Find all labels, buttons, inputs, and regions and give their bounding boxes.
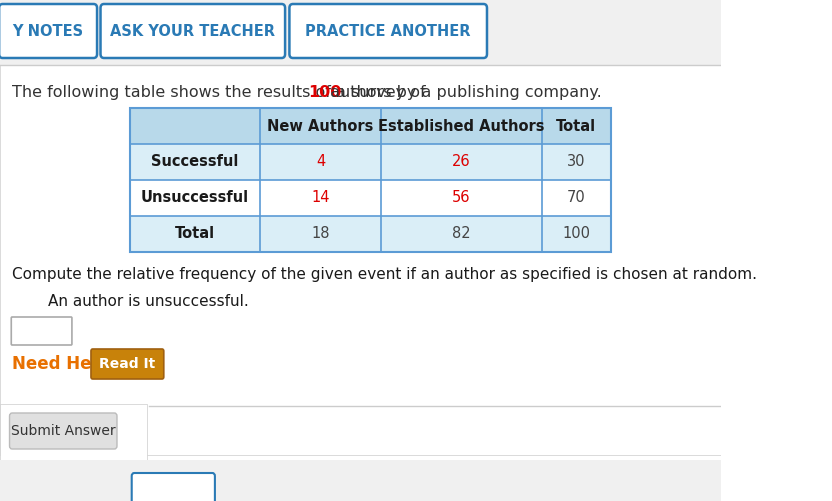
Text: An author is unsuccessful.: An author is unsuccessful. xyxy=(47,295,249,310)
Text: Unsuccessful: Unsuccessful xyxy=(141,190,249,205)
Text: 14: 14 xyxy=(311,190,329,205)
Text: Compute the relative frequency of the given event if an author as specified is c: Compute the relative frequency of the gi… xyxy=(12,267,757,282)
Text: 4: 4 xyxy=(316,154,325,169)
Text: 18: 18 xyxy=(311,226,329,241)
Bar xyxy=(130,180,611,216)
Bar xyxy=(0,404,147,501)
Text: 100: 100 xyxy=(562,226,590,241)
Bar xyxy=(130,216,611,252)
Text: ASK YOUR TEACHER: ASK YOUR TEACHER xyxy=(111,24,275,39)
Text: Y NOTES: Y NOTES xyxy=(12,24,84,39)
Text: Total: Total xyxy=(556,119,597,133)
FancyBboxPatch shape xyxy=(101,4,285,58)
Bar xyxy=(130,108,611,252)
Text: PRACTICE ANOTHER: PRACTICE ANOTHER xyxy=(305,24,471,39)
FancyBboxPatch shape xyxy=(91,349,164,379)
Text: New Authors: New Authors xyxy=(267,119,374,133)
Text: Submit Answer: Submit Answer xyxy=(11,424,116,438)
Text: Established Authors: Established Authors xyxy=(379,119,545,133)
Text: 70: 70 xyxy=(567,190,586,205)
Text: 56: 56 xyxy=(452,190,471,205)
Bar xyxy=(130,108,611,144)
Text: Need Help?: Need Help? xyxy=(12,355,119,373)
Bar xyxy=(0,0,721,65)
Text: Read It: Read It xyxy=(99,357,156,371)
Bar xyxy=(0,65,721,455)
Text: 26: 26 xyxy=(452,154,471,169)
Text: 82: 82 xyxy=(452,226,471,241)
FancyBboxPatch shape xyxy=(12,317,72,345)
Text: 30: 30 xyxy=(567,154,586,169)
FancyBboxPatch shape xyxy=(9,413,117,449)
FancyBboxPatch shape xyxy=(0,4,97,58)
Bar xyxy=(0,460,721,501)
Bar xyxy=(130,144,611,180)
Text: Total: Total xyxy=(175,226,215,241)
FancyBboxPatch shape xyxy=(131,473,215,501)
Text: authors by a publishing company.: authors by a publishing company. xyxy=(325,85,602,100)
Text: The following table shows the results of a survey of: The following table shows the results of… xyxy=(12,85,431,100)
FancyBboxPatch shape xyxy=(290,4,487,58)
Text: Successful: Successful xyxy=(151,154,239,169)
Text: 100: 100 xyxy=(309,85,342,100)
